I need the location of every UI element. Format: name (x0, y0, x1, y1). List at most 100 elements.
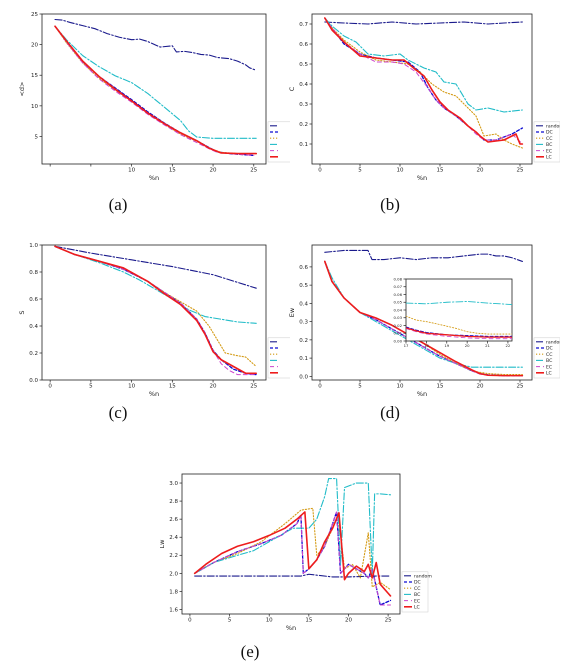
y-tick-label: 0.2 (299, 122, 308, 128)
plot-frame (181, 473, 401, 615)
series-line-bc (194, 477, 392, 574)
x-axis-label: %n (149, 174, 159, 182)
legend-entry: CC (414, 586, 420, 592)
plot-frame (311, 13, 533, 165)
series-line-cc (324, 17, 523, 149)
chart-svg-b: 0 5 10 15 20 25 0.1 0.2 0.3 0.4 0.5 0.6 0.7 %n Crandom… (288, 13, 564, 182)
series-line-ec (194, 511, 391, 606)
chart-panel-b: 0 5 10 15 20 25 0.1 0.2 0.3 0.4 0.5 0.6 0.7 %n Crandom… (288, 8, 564, 188)
y-tick-label: 2.4 (169, 535, 178, 541)
legend (267, 121, 295, 163)
x-tick-label: 20 (210, 384, 217, 390)
series-line-random (54, 245, 257, 289)
y-tick-label: 0.06 (394, 292, 403, 297)
legend-entry: random (414, 574, 432, 580)
series-line-bc (406, 301, 512, 306)
series-line-bc (324, 17, 523, 113)
chart-panel-e: 0 5 10 15 20 25 1.6 1.8 2.0 2.2 2.4 2.6 2.8 3.0 %n Lw ra… (158, 468, 440, 636)
x-tick-label: 21 (485, 343, 490, 348)
series-line-cc (194, 507, 392, 591)
y-tick-label: 0.04 (394, 307, 403, 312)
y-tick-label: 5 (35, 134, 39, 140)
y-tick-label: 20 (31, 43, 38, 49)
chart-svg-c: 0 5 10 15 20 25 0.0 0.2 0.4 0.6 0.8 1.0 %n S (18, 243, 295, 398)
x-tick-label: 15 (169, 384, 176, 390)
x-tick-label: 10 (128, 168, 135, 174)
x-tick-label: 0 (188, 618, 192, 624)
legend-entry: CC (546, 352, 552, 358)
chart-svg-e: 0 5 10 15 20 25 1.6 1.8 2.0 2.2 2.4 2.6 2.8 3.0 %n Lw ra… (158, 473, 432, 632)
y-tick-label: 0.03 (394, 315, 403, 320)
y-tick-label: 0.4 (299, 82, 308, 88)
series-line-lc (324, 17, 524, 145)
chart-panel-a: 10 15 20 25 5 10 15 20 25 %n <d> (18, 8, 295, 188)
chart-panel-d: 0 5 10 15 20 25 0.0 0.1 0.2 0.3 0.4 0.5 0.6 %n Ew rando… (288, 237, 564, 398)
series-line-lc (406, 327, 512, 338)
panel-caption: (c) (108, 403, 128, 422)
x-tick-label: 19 (444, 343, 449, 348)
y-tick-label: 2.2 (169, 553, 178, 559)
y-tick-label: 0.2 (29, 351, 38, 357)
legend-box (533, 121, 561, 163)
x-tick-label: 15 (437, 168, 444, 174)
series-line-lc (324, 260, 524, 377)
x-tick-label: 20 (210, 168, 217, 174)
y-tick-label: 0.1 (299, 142, 308, 148)
legend-entry: BC (546, 358, 552, 364)
y-axis-label: <d> (18, 81, 26, 96)
y-tick-label: 3.0 (169, 481, 178, 487)
y-tick-label: 0.5 (299, 62, 308, 68)
y-tick-label: 0.3 (299, 320, 308, 326)
series-line-random (324, 249, 523, 262)
legend-entry: BC (546, 142, 552, 148)
x-tick-label: 5 (228, 618, 232, 624)
panel-caption: (d) (380, 403, 400, 422)
y-tick-label: 0.6 (29, 297, 38, 303)
panel-caption: (b) (380, 195, 400, 214)
panel-caption: (e) (240, 642, 260, 661)
chart-panel-c: 0 5 10 15 20 25 0.0 0.2 0.4 0.6 0.8 1.0 %n S (18, 237, 295, 398)
y-tick-label: 2.0 (169, 571, 178, 577)
y-tick-label: 0.0 (299, 374, 308, 380)
x-tick-label: 15 (169, 168, 176, 174)
x-axis-label: %n (286, 624, 296, 632)
series-line-lc (54, 245, 258, 375)
y-tick-label: 0.7 (299, 22, 308, 28)
y-tick-label: 0.01 (394, 331, 403, 336)
series-line-lc (193, 511, 392, 597)
y-tick-label: 0.00 (394, 338, 403, 343)
legend-entry: BC (414, 592, 420, 598)
x-tick-label: 25 (517, 384, 524, 390)
legend-entry: LC (414, 605, 420, 611)
x-tick-label: 15 (437, 384, 444, 390)
x-tick-label: 5 (358, 384, 362, 390)
series-line-ec (406, 328, 512, 340)
y-tick-label: 2.8 (169, 499, 178, 505)
legend-entry: DC (546, 130, 553, 136)
y-tick-label: 0.08 (394, 276, 403, 281)
legend (267, 337, 295, 379)
x-axis-label: %n (417, 390, 427, 397)
legend-entry: LC (546, 155, 552, 161)
series-line-lc (54, 25, 258, 155)
y-tick-label: 0.6 (299, 265, 308, 271)
y-tick-label: 0.05 (394, 300, 403, 305)
series-line-cc (406, 315, 512, 335)
y-tick-label: 0.0 (29, 378, 38, 384)
y-axis-label: Lw (160, 539, 166, 549)
legend-entry: CC (546, 136, 552, 142)
x-axis-label: %n (417, 174, 427, 182)
chart-svg-a: 10 15 20 25 5 10 15 20 25 %n <d> (18, 12, 295, 182)
x-tick-label: 10 (397, 384, 404, 390)
inset-chart: 17 18 19 20 21 22 0.00 0.01 0.02 0.03 0.04 0.05 0.06… (394, 276, 513, 348)
legend-entry: LC (546, 371, 552, 377)
x-tick-label: 5 (89, 384, 93, 390)
y-tick-label: 0.5 (299, 283, 308, 289)
x-tick-label: 25 (250, 384, 257, 390)
series-line-ec (54, 25, 255, 156)
y-tick-label: 10 (31, 104, 38, 110)
plot-frame (41, 244, 267, 381)
x-tick-label: 0 (318, 168, 322, 174)
